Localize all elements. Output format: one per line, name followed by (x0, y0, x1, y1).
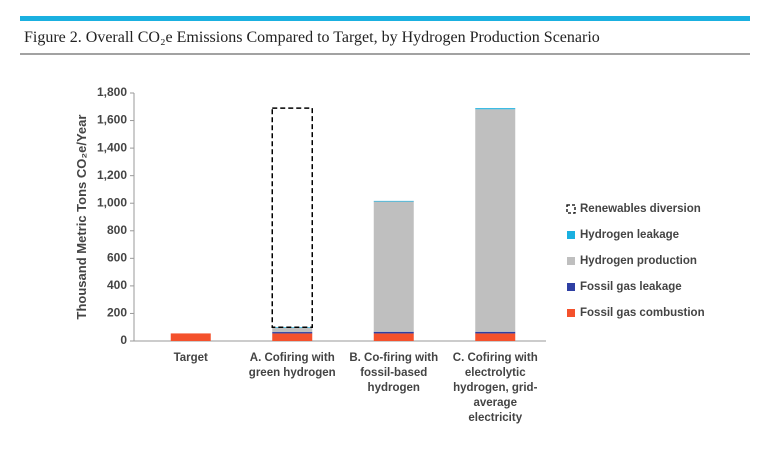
bar-segment (272, 332, 313, 334)
x-tick-label-line: fossil-based (360, 367, 427, 379)
bar-segment (373, 200, 414, 202)
x-tick-label-line: green hydrogen (249, 367, 336, 379)
y-tick-label: 1,400 (97, 140, 127, 154)
x-tick-label-line: C. Cofiring with (453, 352, 538, 364)
x-tick-label-line: Target (174, 352, 208, 364)
y-tick-label: 1,200 (97, 168, 127, 182)
x-tick-label-line: B. Co-firing with (349, 352, 438, 364)
x-tick-label-line: hydrogen, grid- (453, 382, 538, 394)
bar-segment (475, 109, 516, 332)
bar-segment (373, 333, 414, 341)
bar-segment (373, 201, 414, 332)
y-tick-label: 600 (107, 251, 127, 265)
bar-segment (170, 333, 211, 341)
y-tick-label: 1,600 (97, 113, 127, 127)
bar-segment (373, 331, 414, 334)
y-tick-label: 0 (120, 333, 127, 347)
x-tick-label-line: electricity (468, 412, 522, 424)
x-tick-label-line: hydrogen (368, 382, 420, 394)
bar-segment (475, 333, 516, 341)
y-tick-label: 200 (107, 306, 127, 320)
bar-segment (272, 327, 313, 333)
legend-label: Hydrogen leakage (580, 229, 679, 241)
legend-label: Fossil gas leakage (580, 281, 682, 293)
x-tick-label: Target (174, 352, 208, 364)
x-tick-label-line: A. Cofiring with (250, 352, 335, 364)
x-tick-label-line: electrolytic (465, 367, 526, 379)
y-axis-label: Thousand Metric Tons CO₂e/Year (74, 115, 89, 320)
x-tick-label: A. Cofiring with green hydrogen (249, 352, 336, 379)
legend-swatch (567, 283, 575, 291)
x-tick-label-line: average (474, 397, 517, 409)
legend-label: Hydrogen production (580, 255, 697, 267)
bar-segment (271, 107, 313, 328)
legend-swatch (566, 204, 576, 214)
legend-swatch (567, 309, 575, 317)
legend-swatch (567, 257, 575, 265)
x-tick-label: C. Cofiring with electrolytic hydrogen, gr… (453, 352, 538, 424)
legend-swatch (567, 231, 575, 239)
bar-segment (475, 331, 516, 334)
bar-segment (272, 327, 313, 328)
y-tick-label: 1,000 (97, 195, 127, 209)
x-tick-label: B. Co-firing with fossil-based hydrogen (349, 352, 438, 394)
legend-label: Renewables diversion (580, 203, 701, 215)
legend-label: Fossil gas combustion (580, 307, 705, 319)
top-rule (20, 16, 750, 21)
bar-segment (475, 108, 516, 110)
chart-title: Figure 2. Overall CO₂e Emissions Compare… (24, 29, 600, 46)
y-tick-label: 400 (107, 278, 127, 292)
bar-segment (272, 333, 313, 341)
y-tick-label: 1,800 (97, 85, 127, 99)
y-tick-label: 800 (107, 223, 127, 237)
